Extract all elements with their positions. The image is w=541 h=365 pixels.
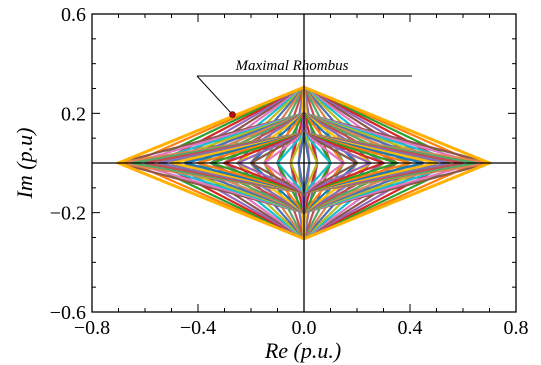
tick-label-group: −0.8 −0.4 0.0 0.4 0.8 −0.6 −0.2 0.2 0.6 bbox=[50, 4, 529, 339]
x-tick-label: 0.8 bbox=[504, 317, 529, 339]
x-axis-title: Re (p.u.) bbox=[264, 338, 341, 363]
x-tick-label: 0.4 bbox=[398, 317, 423, 339]
annotation-text: Maximal Rhombus bbox=[235, 58, 349, 74]
y-tick-label: 0.6 bbox=[61, 4, 86, 26]
tick-group bbox=[91, 13, 517, 313]
y-tick-label: −0.6 bbox=[50, 302, 86, 324]
annotation-leader bbox=[196, 75, 233, 115]
y-axis-title: Im (p.u) bbox=[12, 128, 37, 200]
y-tick-label: 0.2 bbox=[61, 103, 86, 125]
x-tick-label: 0.0 bbox=[292, 317, 317, 339]
annotation-marker bbox=[229, 111, 236, 118]
y-tick-label: −0.2 bbox=[50, 203, 86, 225]
x-tick-label: −0.8 bbox=[74, 317, 110, 339]
x-tick-label: −0.4 bbox=[180, 317, 216, 339]
annotation-group: Maximal Rhombus bbox=[196, 58, 412, 118]
